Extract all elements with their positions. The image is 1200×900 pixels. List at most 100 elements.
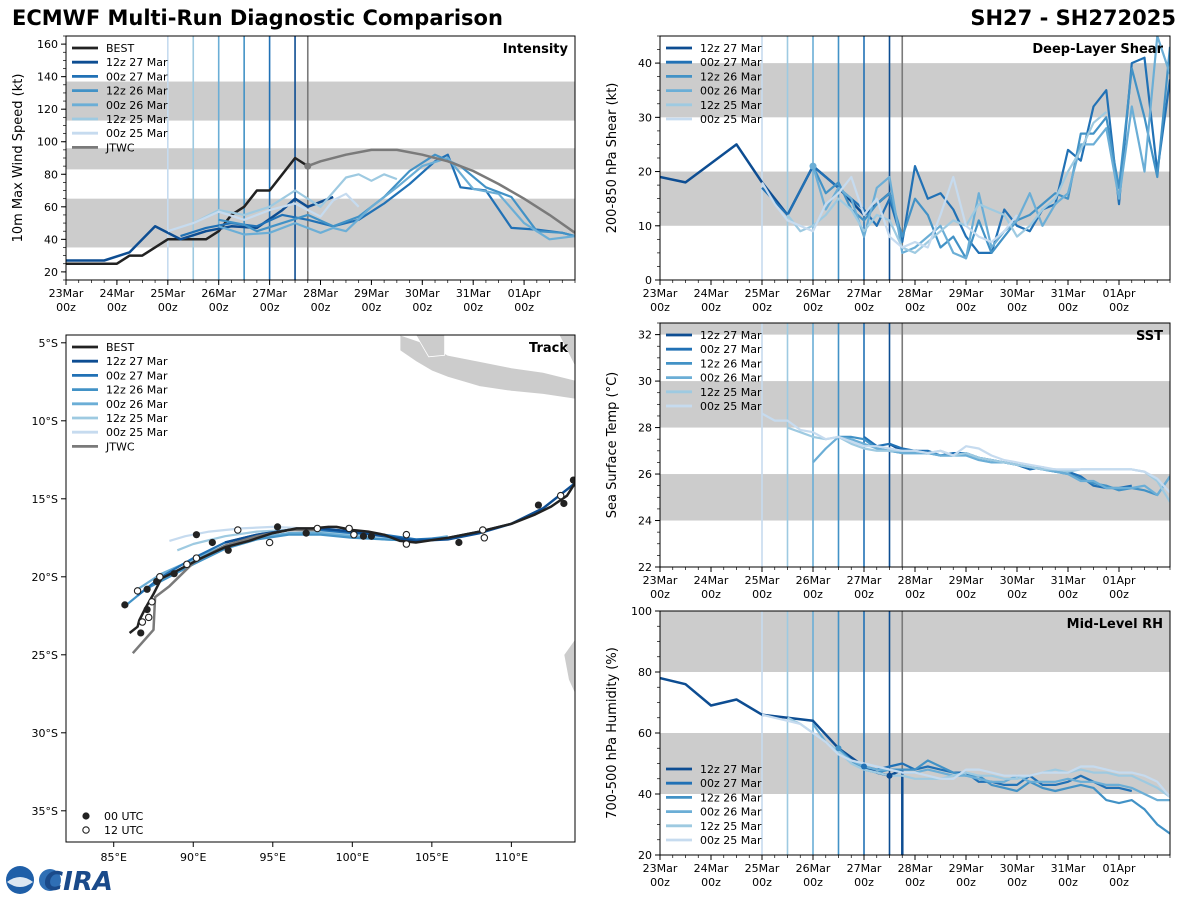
intensity-series-line (66, 195, 334, 262)
rh-legend-label: 00z 25 Mar (700, 834, 762, 847)
shear-y-tick-label: 0 (645, 274, 652, 287)
sst-legend-label: 12z 27 Mar (700, 329, 762, 342)
track-marker-00utc (273, 523, 282, 531)
rh-x-tick-date: 30Mar (1000, 862, 1035, 875)
intensity-x-tick-hour: 00z (311, 301, 331, 314)
track-marker-12utc (148, 598, 156, 606)
intensity-x-tick-hour: 00z (158, 301, 178, 314)
sst-x-tick-date: 23Mar (643, 574, 678, 587)
storm-id-title: SH27 - SH272025 (970, 6, 1176, 30)
cira-noaa-logo: CIRA (6, 866, 113, 897)
track-lon-label: 100°E (336, 851, 369, 864)
intensity-y-tick-label: 120 (37, 103, 58, 116)
intensity-series-line (192, 173, 398, 225)
track-marker-12utc (402, 540, 411, 548)
track-marker-12utc (138, 618, 147, 626)
shear-x-tick-date: 01Apr (1102, 287, 1136, 300)
track-lon-label: 95°E (260, 851, 286, 864)
rh-x-tick-hour: 00z (701, 876, 721, 889)
track-lat-label: 35°S (32, 805, 58, 818)
track-marker-00utc (302, 529, 310, 537)
shear-x-tick-hour: 00z (1058, 301, 1078, 314)
rh-marker (861, 763, 867, 770)
intensity-series-line (66, 156, 309, 265)
intensity-plot-area (66, 36, 575, 280)
sst-legend-label: 00z 27 Mar (700, 343, 762, 356)
rh-panel-title: Mid-Level RH (1067, 617, 1163, 632)
rh-x-tick-date: 31Mar (1051, 862, 1086, 875)
intensity-y-tick-label: 60 (44, 201, 58, 214)
rh-legend-label: 12z 27 Mar (700, 763, 762, 776)
intensity-chart: 2040608010012014016023Mar00z24Mar00z25Ma… (11, 35, 576, 314)
intensity-series-line (180, 153, 575, 238)
sst-y-tick-label: 24 (638, 515, 652, 528)
shear-x-tick-hour: 00z (1109, 301, 1129, 314)
page-title: ECMWF Multi-Run Diagnostic Comparison (12, 6, 503, 30)
track-marker-12utc (265, 538, 274, 547)
track-marker-12utc (183, 560, 191, 569)
intensity-series-line (218, 156, 575, 241)
sst-legend-label: 12z 25 Mar (700, 386, 762, 399)
intensity-x-tick-date: 25Mar (150, 287, 185, 300)
intensity-x-tick-date: 28Mar (303, 287, 338, 300)
track-marker-12utc (144, 613, 153, 622)
sst-panel-title: SST (1136, 329, 1163, 344)
track-legend-label: 00z 26 Mar (106, 398, 168, 411)
intensity-legend-label: 00z 25 Mar (106, 127, 168, 140)
rh-y-axis-label: 700-500 hPa Humidity (%) (605, 647, 620, 819)
rh-x-tick-date: 23Mar (643, 862, 678, 875)
shear-plot-area (660, 36, 1170, 280)
sst-legend-label: 12z 26 Mar (700, 357, 762, 370)
track-lat-label: 5°S (39, 337, 58, 350)
track-legend-label: BEST (106, 341, 134, 354)
sst-x-tick-hour: 00z (854, 588, 874, 601)
shear-legend-label: 00z 27 Mar (700, 56, 762, 69)
rh-y-tick-label: 60 (638, 727, 652, 740)
rh-series-line (863, 762, 1133, 793)
sst-y-tick-label: 30 (638, 375, 652, 388)
sst-x-tick-date: 24Mar (694, 574, 729, 587)
shear-chart: 01020304023Mar00z24Mar00z25Mar00z26Mar00… (605, 35, 1171, 314)
shear-x-tick-date: 25Mar (745, 287, 780, 300)
shear-series-line (786, 111, 1108, 254)
sst-x-tick-hour: 00z (956, 588, 976, 601)
track-marker-00utc (534, 501, 543, 509)
intensity-x-tick-hour: 00z (56, 301, 76, 314)
rh-y-tick-label: 100 (631, 605, 652, 618)
sst-y-tick-label: 22 (638, 561, 652, 574)
sst-legend-label: 00z 26 Mar (700, 372, 762, 385)
rh-x-tick-hour: 00z (1007, 876, 1027, 889)
legend-label-00utc: 00 UTC (104, 810, 144, 823)
shear-series-line (812, 46, 1170, 260)
track-lon-label: 110°E (495, 851, 528, 864)
intensity-x-tick-hour: 00z (260, 301, 280, 314)
map-land-2 (558, 335, 575, 367)
shear-x-tick-hour: 00z (803, 301, 823, 314)
cira-globe-icon (39, 869, 61, 891)
sst-x-tick-hour: 00z (905, 588, 925, 601)
track-marker-00utc (143, 585, 151, 593)
shear-x-tick-hour: 00z (1007, 301, 1027, 314)
intensity-x-tick-hour: 00z (209, 301, 229, 314)
intensity-y-tick-label: 140 (37, 71, 58, 84)
sst-y-tick-label: 32 (638, 329, 652, 342)
rh-x-tick-hour: 00z (956, 876, 976, 889)
track-marker-12utc (345, 524, 353, 533)
intensity-x-tick-date: 24Mar (100, 287, 135, 300)
shear-y-tick-label: 20 (638, 166, 652, 179)
track-legend-label: 12z 27 Mar (106, 355, 168, 368)
track-marker-12utc (480, 534, 489, 542)
rh-y-tick-label: 20 (638, 849, 652, 862)
track-marker-00utc (143, 605, 151, 614)
shear-x-tick-date: 28Mar (898, 287, 933, 300)
rh-marker (886, 772, 893, 779)
shear-x-tick-hour: 00z (905, 301, 925, 314)
track-marker-00utc (224, 546, 232, 554)
track-marker-00utc (367, 532, 375, 540)
track-legend-label: 00z 27 Mar (106, 369, 168, 382)
jtwc-current-marker (304, 162, 312, 170)
track-legend-label: 00z 25 Mar (106, 426, 168, 439)
track-lat-label: 20°S (32, 571, 58, 584)
track-marker-00utc (121, 601, 129, 609)
track-axes-frame (65, 334, 576, 843)
